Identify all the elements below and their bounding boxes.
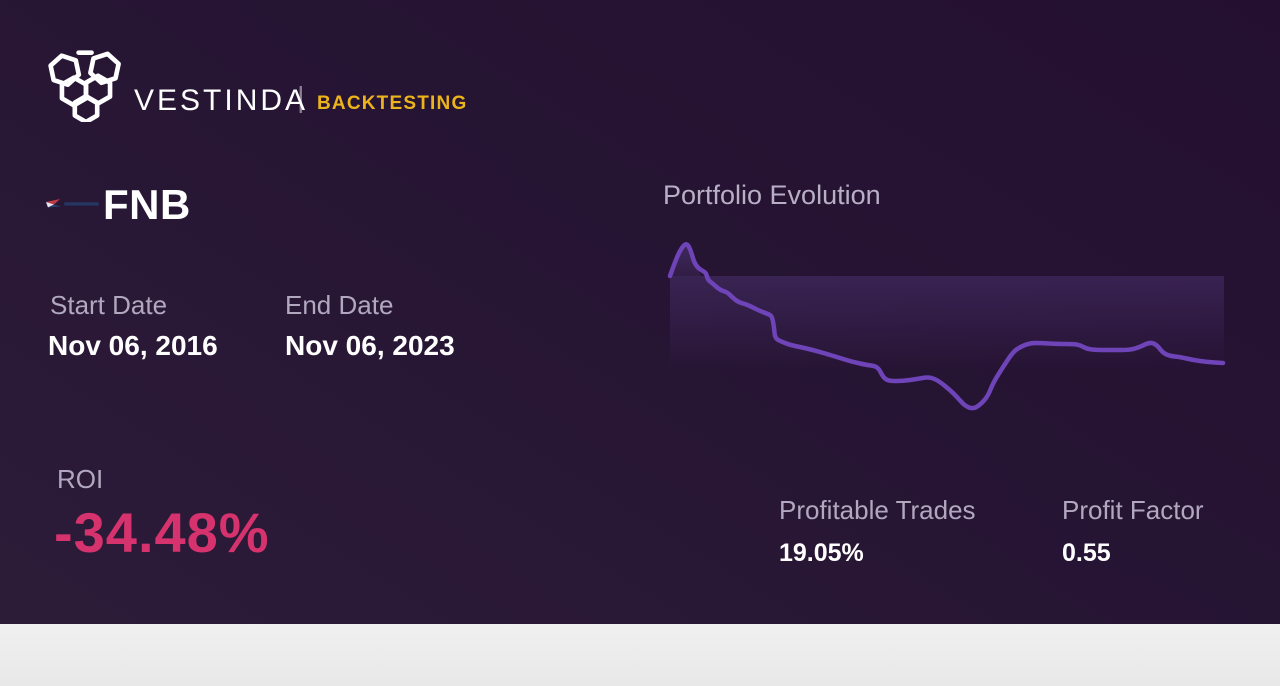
profitable-trades-value: 19.05%	[779, 539, 864, 567]
roi-label: ROI	[57, 464, 104, 494]
roi-value: -34.48%	[54, 501, 270, 564]
header-divider: |	[297, 82, 305, 114]
start-date-value: Nov 06, 2016	[48, 330, 218, 361]
end-date-value: Nov 06, 2023	[285, 330, 455, 361]
portfolio-evolution-chart	[667, 242, 1226, 411]
end-date-label: End Date	[285, 290, 394, 320]
asset-symbol: FNB	[103, 181, 191, 228]
profit-factor-label: Profit Factor	[1062, 495, 1204, 525]
profit-factor-value: 0.55	[1062, 539, 1111, 567]
backtesting-badge: BACKTESTING	[317, 93, 468, 114]
profitable-trades-label: Profitable Trades	[779, 495, 976, 525]
vestinda-logo-icon	[45, 48, 127, 122]
brand-name: VESTINDA	[134, 84, 309, 117]
chart-line	[667, 242, 1226, 411]
fnb-bank-logo-icon	[46, 199, 99, 208]
chart-peak-fill	[670, 243, 701, 276]
footer-bar: VESTINDA Join Vestinda and automate your…	[0, 624, 1280, 686]
start-date-label: Start Date	[50, 290, 168, 320]
chart-baseline-fill	[670, 276, 1224, 370]
chart-title: Portfolio Evolution	[663, 180, 881, 210]
